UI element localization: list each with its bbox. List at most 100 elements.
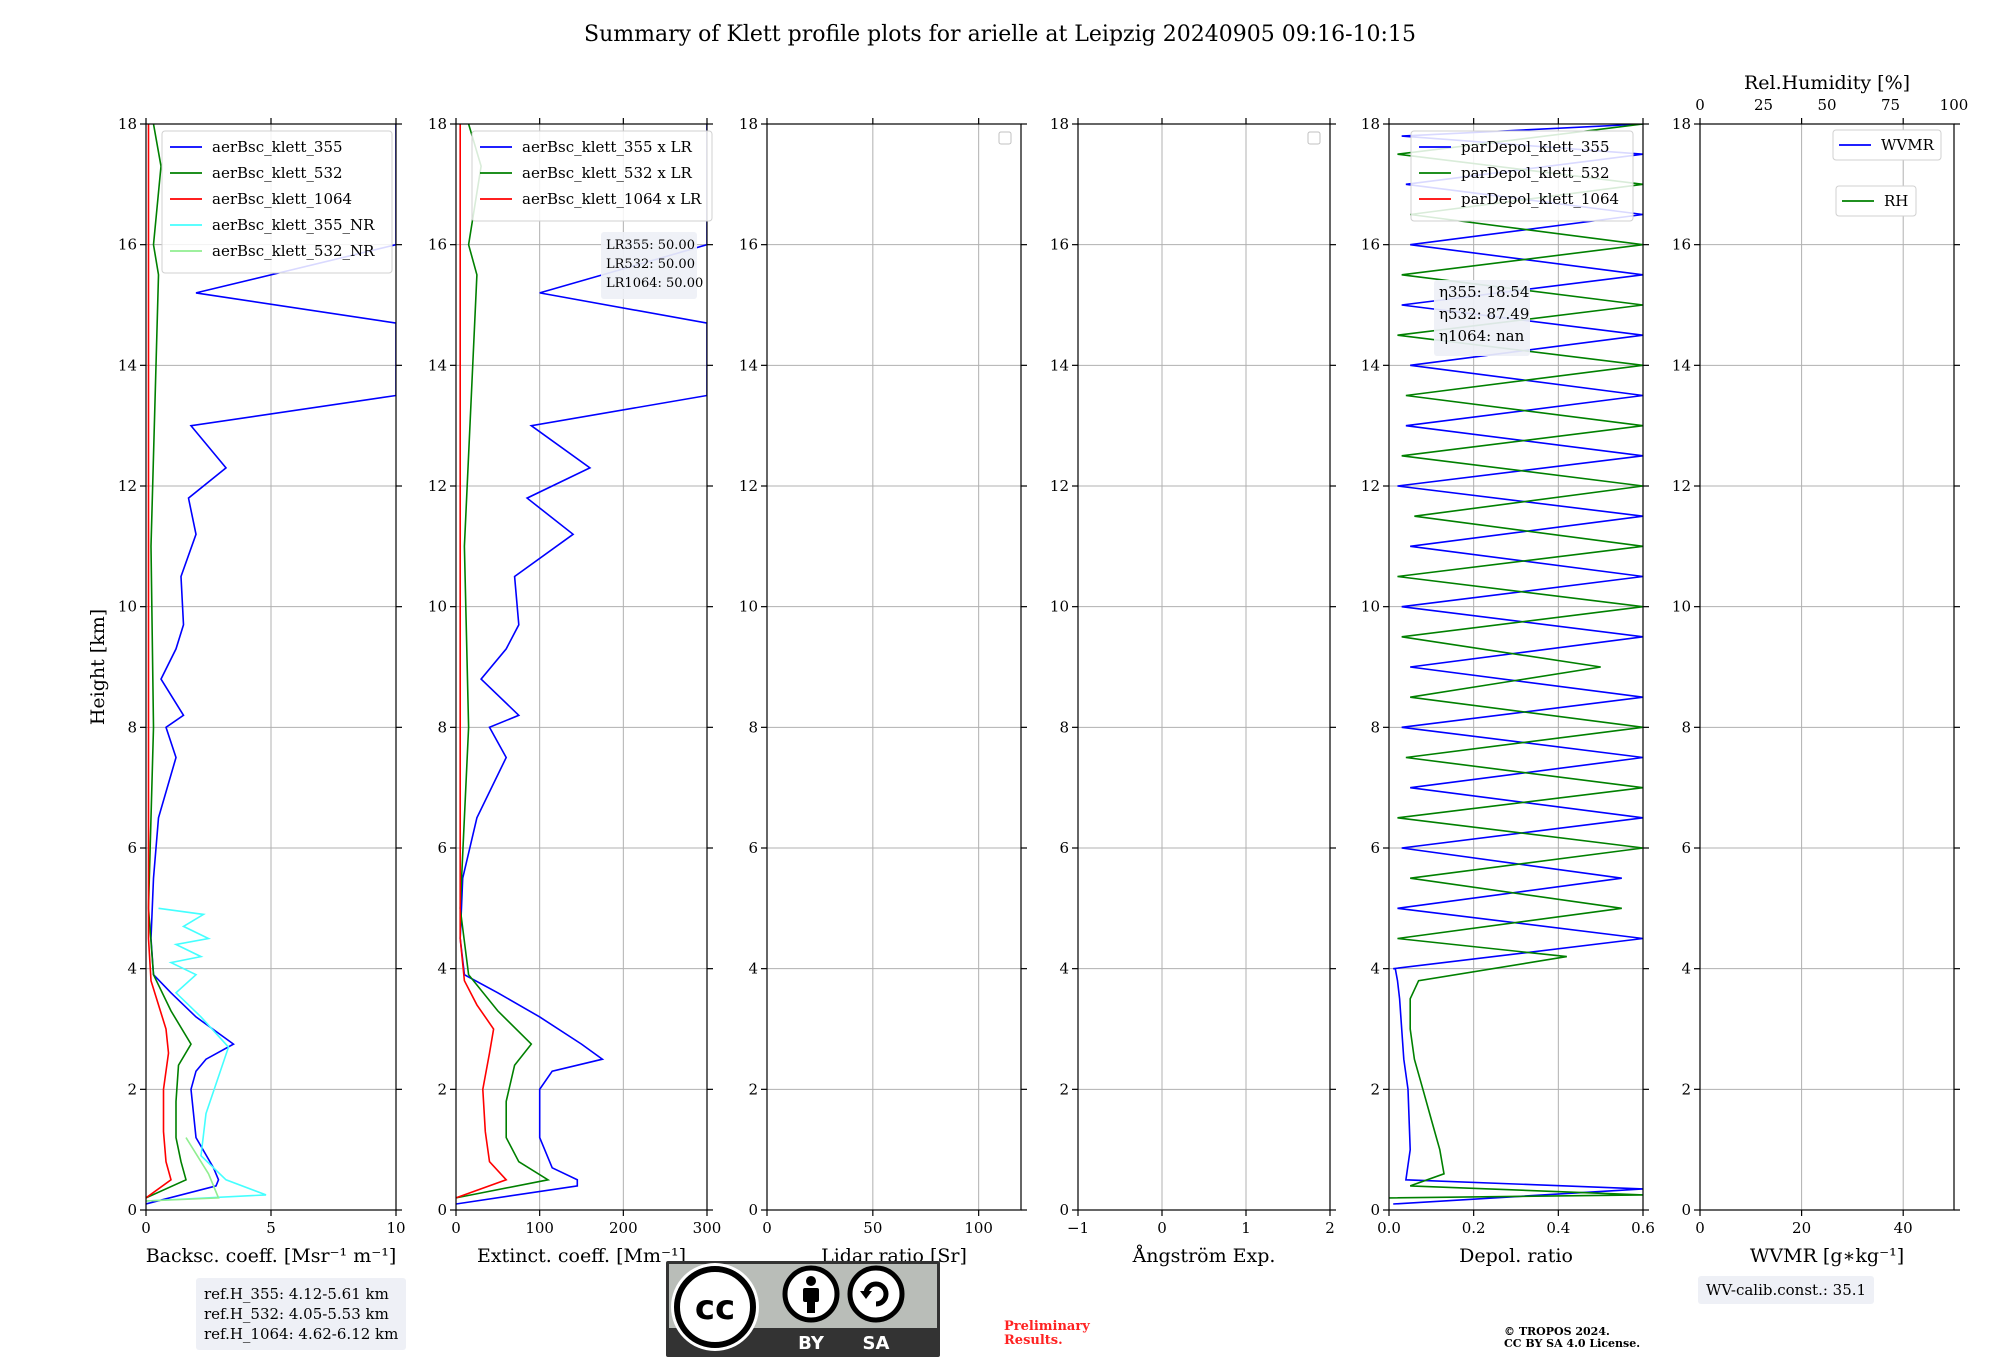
xtick-label-dep-1: 0.2 xyxy=(1462,1219,1486,1237)
ytick-label-bsc-7: 14 xyxy=(118,356,137,374)
ytick-label-ang-6: 12 xyxy=(1050,477,1069,495)
legend-box-ext xyxy=(471,130,713,222)
ytick-label-lr-0: 0 xyxy=(748,1201,758,1219)
ytick-label-lr-8: 16 xyxy=(739,236,758,254)
frame-ext xyxy=(455,123,708,1211)
ytick-label-wv-0: 0 xyxy=(1681,1201,1691,1219)
ytick-label-bsc-2: 4 xyxy=(127,960,137,978)
xtick-label-dep-0: 0.0 xyxy=(1377,1219,1401,1237)
legend-box-wv-1 xyxy=(1835,185,1917,217)
xtick-label-bsc-0: 0 xyxy=(141,1219,151,1237)
series-ext-aerBsc_klett_532 x LR xyxy=(456,124,551,1199)
chart-title: Summary of Klett profile plots for ariel… xyxy=(584,22,1416,47)
legend-label-dep-1: parDepol_klett_532 xyxy=(1461,164,1610,182)
ytick-label-wv-2: 4 xyxy=(1681,960,1691,978)
ytick-label-ang-1: 2 xyxy=(1059,1080,1069,1098)
ytick-label-wv-5: 10 xyxy=(1672,598,1691,616)
x-axis-label-ang: Ångström Exp. xyxy=(1132,1245,1276,1267)
empty-legend-lr xyxy=(998,131,1012,145)
xtick-label-wv-1: 20 xyxy=(1792,1219,1811,1237)
ytick-label-ext-6: 12 xyxy=(428,477,447,495)
x-axis-label-wv: WVMR [g∗kg⁻¹] xyxy=(1750,1245,1904,1267)
xtick-label-ext-2: 200 xyxy=(609,1219,638,1237)
frame-ang xyxy=(1077,123,1331,1211)
ytick-label-wv-4: 8 xyxy=(1681,718,1691,736)
cc-by-sa-badge: cc BY SA xyxy=(666,1261,940,1357)
panel-ext: 0 2 4 6 8 10 12 14 16 18 0 100 200 300 Extinct. coeff.… xyxy=(428,115,721,1267)
sa-sharealike-icon xyxy=(847,1265,905,1323)
copyright-note: © TROPOS 2024. CC BY SA 4.0 License. xyxy=(1504,1326,1640,1350)
cc-sa-label: SA xyxy=(863,1333,890,1354)
ytick-label-lr-3: 6 xyxy=(748,839,758,857)
annotation-ext-0: LR355: 50.00 xyxy=(606,238,695,253)
ytick-label-ang-9: 18 xyxy=(1050,115,1069,133)
xtick-label-wv-0: 0 xyxy=(1695,1219,1705,1237)
ytick-label-bsc-6: 12 xyxy=(118,477,137,495)
y-axis-label: Height [km] xyxy=(87,609,109,725)
annotation-dep-2: η1064: nan xyxy=(1439,327,1525,345)
top-xtick-label-wv-2: 50 xyxy=(1817,96,1836,114)
xtick-label-ang-1: 0 xyxy=(1157,1219,1167,1237)
ytick-label-ext-5: 10 xyxy=(428,598,447,616)
series-bsc-aerBsc_klett_355_NR xyxy=(146,907,267,1202)
annotation-dep-1: η532: 87.49 xyxy=(1439,305,1529,323)
xtick-label-ang-3: 2 xyxy=(1325,1219,1335,1237)
ytick-label-ang-4: 8 xyxy=(1059,718,1069,736)
annotation-box-ext xyxy=(601,232,697,299)
ytick-label-dep-2: 4 xyxy=(1370,960,1380,978)
ref-height-355: ref.H_355: 4.12-5.61 km xyxy=(204,1285,389,1303)
legend-label-dep-0: parDepol_klett_355 xyxy=(1461,138,1610,156)
top-xtick-label-wv-0: 0 xyxy=(1695,96,1705,114)
ytick-label-bsc-4: 8 xyxy=(127,718,137,736)
x-axis-label-bsc: Backsc. coeff. [Msr⁻¹ m⁻¹] xyxy=(146,1245,397,1267)
ytick-label-dep-7: 14 xyxy=(1361,356,1380,374)
xtick-label-ext-0: 0 xyxy=(451,1219,461,1237)
top-xtick-label-wv-1: 25 xyxy=(1754,96,1773,114)
xtick-label-lr-1: 50 xyxy=(863,1219,882,1237)
series-bsc-aerBsc_klett_532_NR xyxy=(146,1137,220,1202)
frame-dep xyxy=(1388,123,1644,1211)
legend-label-wv-0: WVMR xyxy=(1881,136,1935,154)
ytick-label-lr-7: 14 xyxy=(739,356,758,374)
ytick-label-lr-2: 4 xyxy=(748,960,758,978)
xtick-label-wv-2: 40 xyxy=(1894,1219,1913,1237)
legend-label-bsc-3: aerBsc_klett_355_NR xyxy=(212,216,375,234)
cc-by-label: BY xyxy=(798,1333,825,1354)
preliminary-note: Preliminary Results. xyxy=(1004,1320,1090,1348)
ytick-label-ext-2: 4 xyxy=(437,960,447,978)
xtick-label-ext-1: 100 xyxy=(525,1219,554,1237)
ytick-label-wv-8: 16 xyxy=(1672,236,1691,254)
ytick-label-dep-1: 2 xyxy=(1370,1080,1380,1098)
ytick-label-wv-1: 2 xyxy=(1681,1080,1691,1098)
series-ext-aerBsc_klett_1064 x LR xyxy=(456,124,508,1199)
ytick-label-wv-6: 12 xyxy=(1672,477,1691,495)
copyright-line-1: © TROPOS 2024. xyxy=(1504,1325,1610,1338)
ytick-label-ang-8: 16 xyxy=(1050,236,1069,254)
top-xtick-label-wv-3: 75 xyxy=(1881,96,1900,114)
ytick-label-lr-5: 10 xyxy=(739,598,758,616)
reference-height-box: ref.H_355: 4.12-5.61 km ref.H_532: 4.05-… xyxy=(196,1278,407,1350)
xtick-label-bsc-1: 5 xyxy=(266,1219,276,1237)
xtick-label-bsc-2: 10 xyxy=(386,1219,405,1237)
preliminary-line-1: Preliminary xyxy=(1004,1319,1090,1334)
ytick-label-dep-8: 16 xyxy=(1361,236,1380,254)
legend-box-bsc xyxy=(161,130,393,274)
cc-logo-text: cc xyxy=(695,1288,735,1328)
top-axis-label-wv: Rel.Humidity [%] xyxy=(1744,72,1910,94)
legend-label-dep-2: parDepol_klett_1064 xyxy=(1461,190,1619,208)
series-bsc-aerBsc_klett_1064 xyxy=(146,124,172,1199)
legend-label-ext-2: aerBsc_klett_1064 x LR xyxy=(522,190,702,208)
ref-height-532: ref.H_532: 4.05-5.53 km xyxy=(204,1305,389,1323)
xtick-label-lr-2: 100 xyxy=(964,1219,993,1237)
empty-legend-ang xyxy=(1307,131,1321,145)
ytick-label-dep-5: 10 xyxy=(1361,598,1380,616)
ref-height-1064: ref.H_1064: 4.62-6.12 km xyxy=(204,1325,399,1343)
xtick-label-dep-2: 0.4 xyxy=(1546,1219,1570,1237)
ytick-label-bsc-3: 6 xyxy=(127,839,137,857)
ytick-label-bsc-5: 10 xyxy=(118,598,137,616)
legend-label-bsc-4: aerBsc_klett_532_NR xyxy=(212,242,375,260)
series-bsc-aerBsc_klett_532 xyxy=(146,124,192,1199)
ytick-label-ang-5: 10 xyxy=(1050,598,1069,616)
